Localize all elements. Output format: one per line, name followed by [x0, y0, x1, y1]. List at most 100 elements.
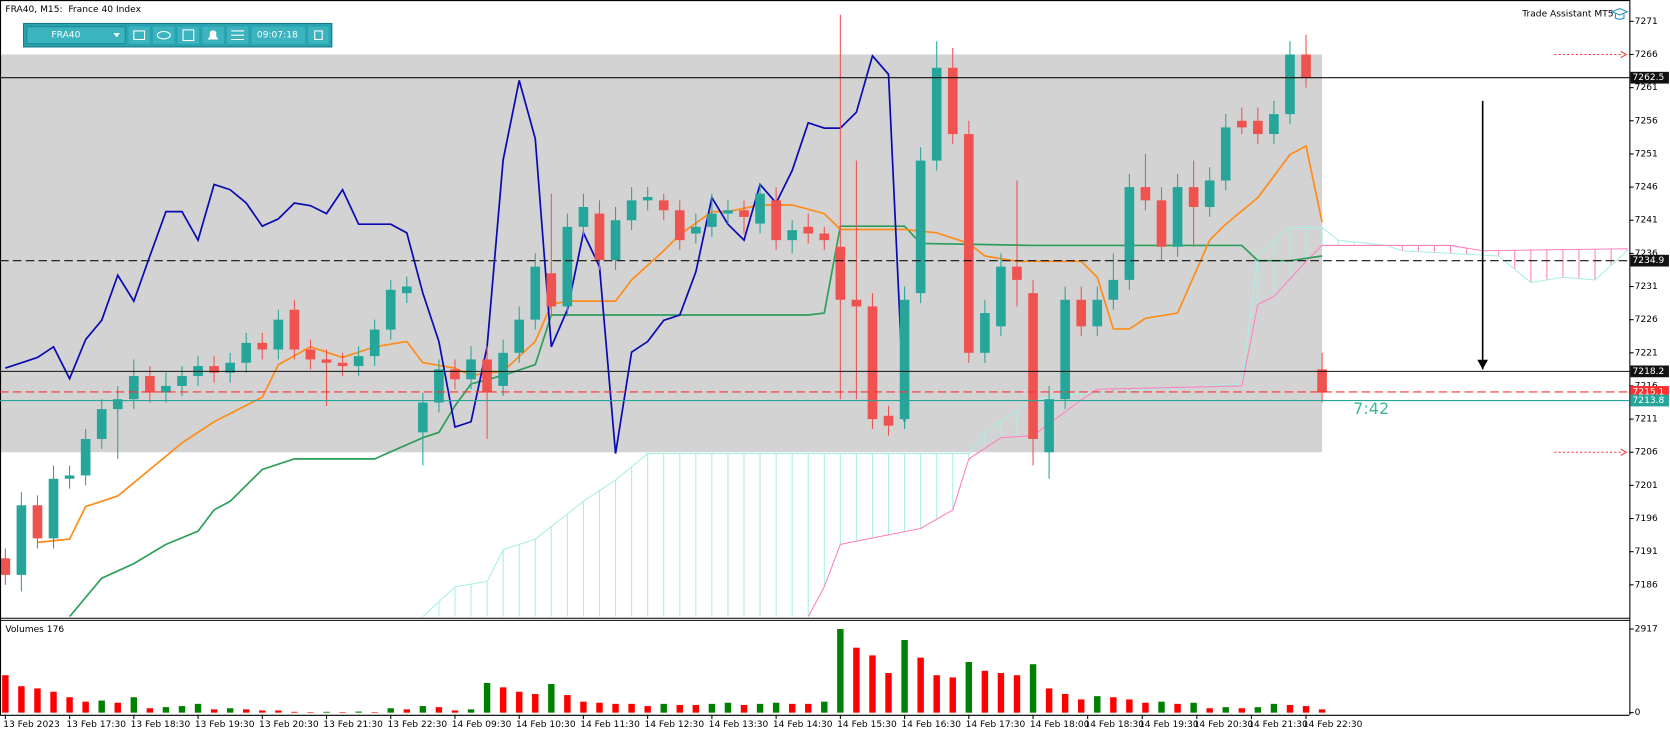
candle-body — [225, 362, 235, 373]
x-tick-label: 14 Feb 09:30 — [452, 720, 512, 730]
volume-bar — [628, 703, 635, 713]
candle-body — [145, 376, 155, 393]
x-tick-label: 14 Feb 10:30 — [516, 720, 576, 730]
y-tick-label: 7186 — [1635, 580, 1658, 590]
candle-body — [353, 356, 364, 367]
volume-bar — [1190, 702, 1197, 713]
volume-bar — [676, 704, 683, 713]
candle-body — [385, 289, 396, 330]
candle-body — [1301, 54, 1311, 78]
x-tick-label: 13 Feb 17:30 — [66, 720, 126, 730]
candle-body — [546, 273, 557, 307]
x-tick-label: 13 Feb 21:30 — [323, 720, 383, 730]
candle-body — [867, 306, 878, 420]
candle-body — [0, 558, 11, 575]
candle-body — [739, 210, 749, 217]
indicator-line — [5, 54, 906, 454]
volume-bar — [114, 702, 121, 713]
candle-body — [835, 246, 846, 300]
candle-body — [1188, 187, 1199, 207]
candle-body — [980, 313, 990, 353]
volume-bar — [933, 675, 940, 713]
volume-bar — [339, 712, 346, 713]
graduation-icon — [1610, 7, 1629, 20]
volume-bar — [997, 673, 1005, 713]
volume-bar — [965, 662, 973, 713]
candle-body — [1172, 187, 1183, 247]
window-button[interactable] — [308, 26, 329, 44]
price-level-label: 7213.8 — [1633, 396, 1665, 406]
volume-bar — [178, 706, 186, 713]
x-tick-label: 13 Feb 19:30 — [195, 720, 255, 730]
candle-body — [1012, 266, 1022, 280]
candle-body — [787, 230, 797, 241]
candle-body — [707, 213, 717, 227]
x-tick-label: 14 Feb 15:30 — [837, 720, 897, 730]
price-level-tag — [1630, 394, 1669, 407]
volume-bar — [1174, 703, 1181, 713]
volume-bar — [724, 702, 732, 713]
volume-bar — [1222, 707, 1229, 713]
volume-bar — [18, 686, 25, 713]
candle-body — [1204, 180, 1215, 207]
toolbar: FRA40 09:07:18 — [23, 22, 333, 48]
candle-body — [642, 197, 653, 201]
y-tick-label: 7201 — [1635, 481, 1658, 491]
candle-body — [369, 329, 380, 357]
candle-body — [626, 200, 637, 221]
x-tick-label: 13 Feb 2023 — [3, 720, 60, 730]
volume-bar — [788, 703, 796, 713]
candle-body — [723, 210, 733, 214]
view-button[interactable] — [153, 26, 175, 44]
y-tick-label: 7256 — [1635, 116, 1658, 126]
volume-bar — [194, 703, 202, 713]
volume-bar — [82, 701, 89, 713]
symbol[interactable]: FRA40 — [51, 31, 80, 41]
axes — [0, 0, 1631, 716]
candle-body — [1317, 369, 1327, 393]
candle-body — [931, 67, 942, 161]
volume-bar — [355, 711, 362, 713]
candle-body — [899, 299, 910, 420]
volume-bar — [34, 688, 41, 713]
volume-bar — [50, 691, 57, 713]
candle-body — [482, 359, 492, 393]
price-level-label: 7234.9 — [1633, 256, 1665, 266]
volume-bar — [1318, 709, 1326, 713]
candle-body — [610, 220, 621, 261]
clock: 09:07:18 — [257, 31, 298, 41]
candle-body — [883, 415, 894, 426]
calendar-icon — [182, 29, 195, 42]
y-tick-label: 2917 — [1635, 625, 1658, 635]
candle-body — [1269, 114, 1279, 135]
symbol-select[interactable] — [26, 26, 126, 45]
candle-body — [321, 359, 332, 363]
screenshot-button[interactable] — [128, 26, 150, 44]
volume-bar — [291, 711, 298, 713]
volume-bar — [98, 700, 105, 713]
volume-bar — [821, 701, 828, 713]
calendar-button[interactable] — [177, 26, 200, 44]
x-tick-label: 14 Feb 18:30 — [1084, 720, 1144, 730]
volume-bar — [130, 697, 138, 713]
y-tick-label: 7266 — [1635, 50, 1658, 60]
y-tick-label: 7271 — [1635, 17, 1658, 27]
x-tick-label: 14 Feb 11:30 — [580, 720, 640, 730]
candle-body — [177, 376, 187, 386]
x-tick-label: 13 Feb 18:30 — [131, 720, 191, 730]
volume-bar — [146, 708, 154, 713]
target-arrow — [1620, 448, 1628, 456]
volume-bar — [772, 702, 780, 713]
x-tick-label: 14 Feb 19:30 — [1139, 720, 1199, 730]
candle-body — [1156, 200, 1167, 247]
dropdown-arrow[interactable] — [113, 33, 120, 38]
volume-bar — [1158, 701, 1165, 713]
volume-bar — [1238, 708, 1246, 713]
volume-title: Volumes 176 — [5, 625, 64, 635]
volume-bar — [1254, 707, 1262, 713]
volume-bar — [1110, 697, 1117, 713]
eye-icon — [156, 30, 171, 40]
volume-bar — [259, 710, 266, 713]
volume-bar — [2, 675, 9, 713]
candle-body — [16, 505, 27, 575]
